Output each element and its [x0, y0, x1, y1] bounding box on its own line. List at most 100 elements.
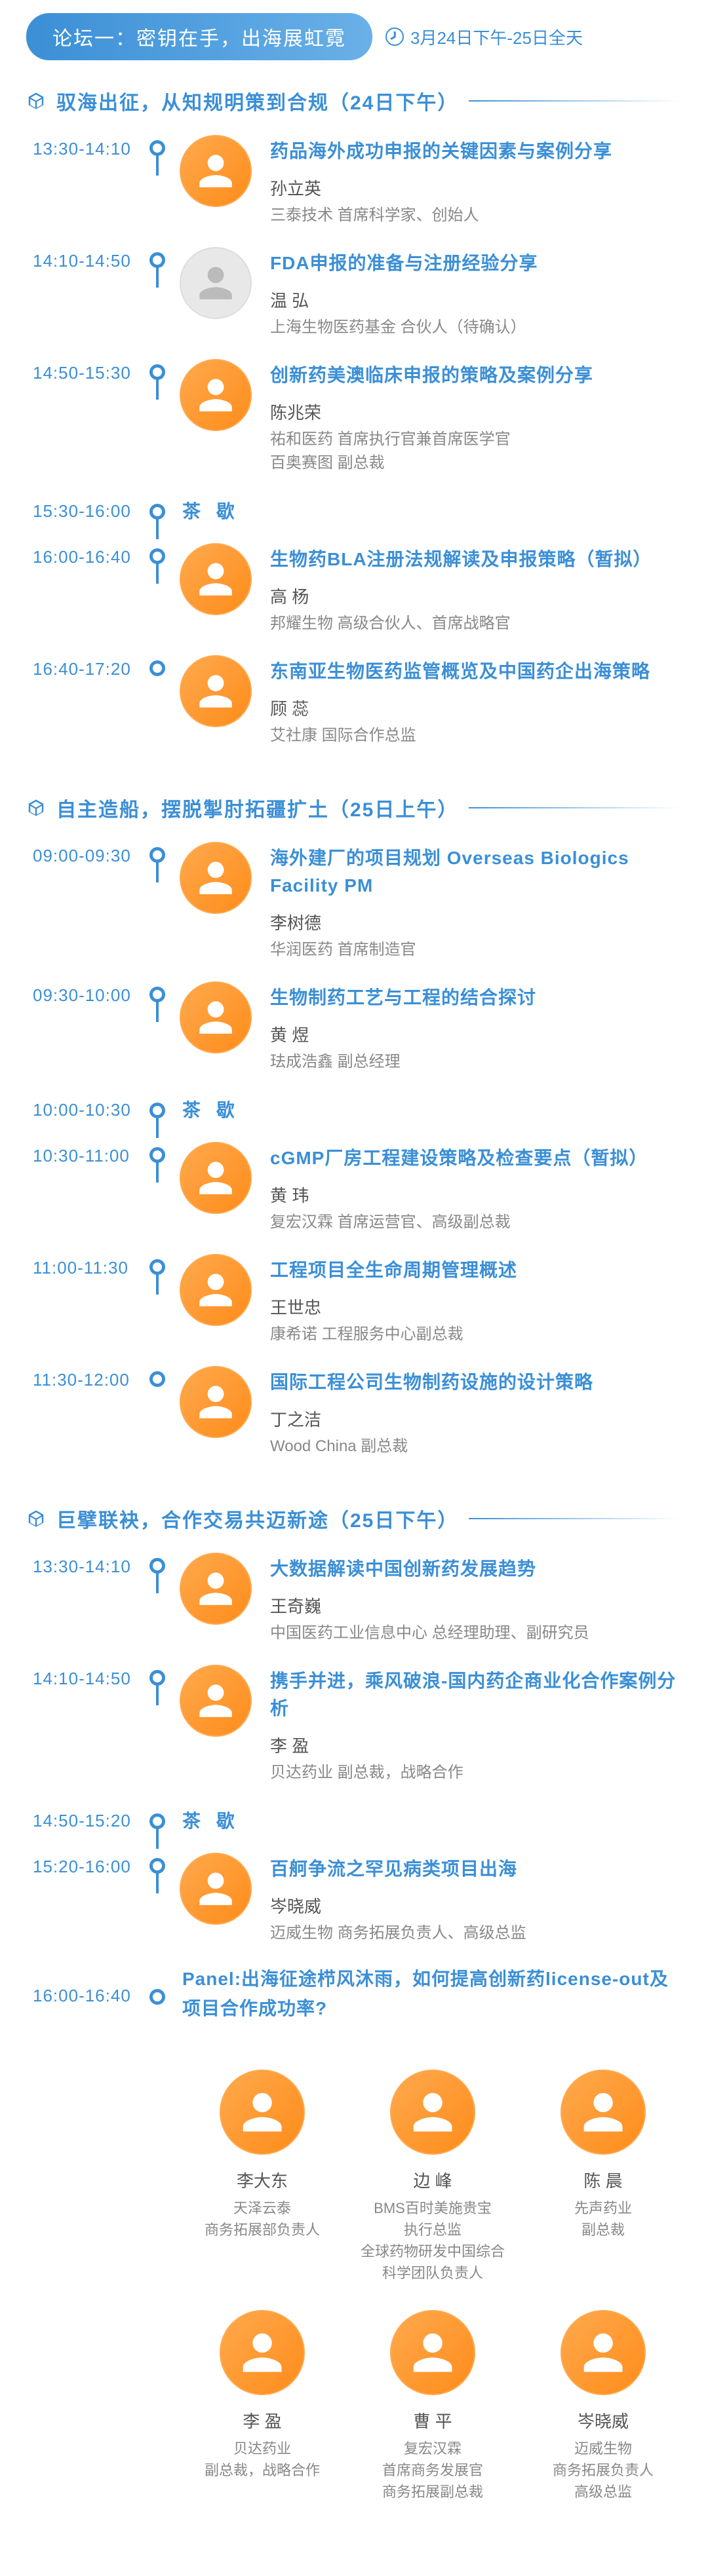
section-header: 自主造船，摆脱掣肘拓疆扩土（25日上午）	[26, 793, 682, 822]
speaker-name: 丁之洁	[270, 1407, 682, 1431]
avatar	[220, 2310, 305, 2395]
speaker-org: 华润医药 首席制造官	[270, 938, 682, 962]
speaker-name: 陈兆荣	[270, 400, 682, 424]
avatar	[180, 135, 252, 207]
panelist-name: 边 峰	[354, 2168, 511, 2192]
speaker-org: 三泰技术 首席科学家、创始人	[270, 204, 682, 227]
time-label: 10:00-10:30	[33, 1096, 144, 1120]
content: FDA申报的准备与注册经验分享温 弘上海生物医药基金 合伙人（待确认）	[270, 247, 682, 339]
forum-title: 论坛一：密钥在手，出海展虹霓	[26, 13, 372, 60]
timeline-line	[156, 153, 159, 176]
agenda-row: 14:10-14:50携手并进，乘风破浪-国内药企商业化合作案例分析李 盈贝达药…	[33, 1665, 682, 1804]
time-label: 14:50-15:20	[33, 1807, 144, 1831]
break-row: 15:30-16:00茶 歇	[33, 495, 682, 543]
timeline	[144, 981, 170, 1002]
speaker-name: 高 杨	[270, 584, 682, 608]
topic-title: 生物制药工艺与工程的结合探讨	[270, 984, 682, 1012]
section-header: 驭海出征，从知规明策到合规（24日下午）	[26, 86, 682, 115]
agenda-row: 16:00-16:40生物药BLA注册法规解读及申报策略（暂拟）高 杨邦耀生物 …	[33, 543, 682, 655]
time-label: 16:40-17:20	[33, 655, 144, 679]
content: 创新药美澳临床申报的策略及案例分享陈兆荣祐和医药 首席执行官兼首席医学官百奥赛图…	[270, 359, 682, 475]
speaker-name: 李 盈	[270, 1733, 682, 1757]
timeline-line	[156, 1000, 159, 1022]
agenda-list: 13:30-14:10药品海外成功申报的关键因素与案例分享孙立英三泰技术 首席科…	[33, 135, 682, 767]
agenda-row: 14:10-14:50 FDA申报的准备与注册经验分享温 弘上海生物医药基金 合伙…	[33, 247, 682, 359]
content: 生物制药工艺与工程的结合探讨黄 煜珐成浩鑫 副总经理	[270, 981, 682, 1074]
panel-title: Panel:出海征途栉风沐雨，如何提高创新药license-out及项目合作成功…	[182, 1965, 682, 2024]
speaker-name: 王奇巍	[270, 1593, 682, 1618]
forum-date: 3月24日下午-25日全天	[385, 25, 583, 49]
agenda-row: 11:30-12:00国际工程公司生物制药设施的设计策略丁之洁Wood Chin…	[33, 1366, 682, 1478]
break-row: 14:50-15:20 茶 歇	[33, 1804, 682, 1853]
avatar	[180, 655, 252, 727]
timeline-dot	[149, 1259, 165, 1275]
timeline-dot	[149, 1558, 165, 1574]
speaker-name: 岑晓威	[270, 1893, 682, 1918]
speaker-name: 温 弘	[270, 288, 682, 312]
agenda-list: 09:00-09:30 海外建厂的项目规划 Overseas Biologics …	[33, 842, 682, 1478]
topic-title: cGMP厂房工程建设策略及检查要点（暂拟）	[270, 1145, 682, 1172]
avatar	[180, 1853, 252, 1925]
content: cGMP厂房工程建设策略及检查要点（暂拟）黄 玮复宏汉霖 首席运营官、高级副总裁	[270, 1142, 682, 1234]
panelist-name: 岑晓威	[524, 2408, 682, 2433]
forum-date-text: 3月24日下午-25日全天	[410, 25, 583, 49]
timeline-line	[156, 517, 159, 539]
content: 工程项目全生命周期管理概述王世忠康希诺 工程服务中心副总裁	[270, 1254, 682, 1346]
speaker-name: 孙立英	[270, 176, 682, 200]
timeline	[144, 135, 170, 156]
panelist-name: 李大东	[184, 2168, 341, 2192]
timeline-line	[156, 1683, 159, 1705]
cube-icon	[26, 91, 46, 111]
panel-row: 16:00-16:40 Panel:出海征途栉风沐雨，如何提高创新药license…	[33, 1965, 682, 2043]
timeline	[144, 1853, 170, 1874]
time-label: 14:10-14:50	[33, 1665, 144, 1689]
time-label: 14:10-14:50	[33, 247, 144, 271]
topic-title: 工程项目全生命周期管理概述	[270, 1257, 682, 1284]
speaker-org: 珐成浩鑫 副总经理	[270, 1050, 682, 1074]
avatar	[390, 2310, 475, 2395]
content: 百舸争流之罕见病类项目出海岑晓威迈威生物 商务拓展负责人、高级总监	[270, 1853, 682, 1945]
time-label: 11:00-11:30	[33, 1254, 144, 1278]
avatar	[180, 1665, 252, 1737]
avatar	[180, 1553, 252, 1625]
timeline	[144, 1366, 170, 1387]
time-label: 09:00-09:30	[33, 842, 144, 866]
agenda-row: 16:40-17:20 东南亚生物医药监管概览及中国药企出海策略顾 蕊艾社康 国际…	[33, 655, 682, 767]
timeline	[144, 842, 170, 863]
timeline-dot	[149, 1858, 165, 1874]
section-header: 巨擘联袂，合作交易共迈新途（25日下午）	[26, 1504, 682, 1533]
panelist-name: 陈 晨	[524, 2168, 682, 2192]
content: 海外建厂的项目规划 Overseas Biologics Facility PM…	[270, 842, 682, 962]
cube-icon	[26, 1509, 46, 1528]
timeline-dot	[149, 1813, 165, 1829]
time-label: 16:00-16:40	[33, 1982, 144, 2006]
content: 东南亚生物医药监管概览及中国药企出海策略顾 蕊艾社康 国际合作总监	[270, 655, 682, 748]
speaker-org: 迈威生物 商务拓展负责人、高级总监	[270, 1922, 682, 1945]
time-label: 14:50-15:30	[33, 359, 144, 383]
timeline-line	[156, 1571, 159, 1593]
speaker-name: 李树德	[270, 910, 682, 934]
timeline-dot	[149, 660, 165, 676]
timeline	[144, 1984, 170, 2005]
topic-title: 携手并进，乘风破浪-国内药企商业化合作案例分析	[270, 1667, 682, 1722]
topic-title: 东南亚生物医药监管概览及中国药企出海策略	[270, 658, 682, 685]
break-label: 茶 歇	[182, 1804, 240, 1833]
speaker-org: 中国医药工业信息中心 总经理助理、副研究员	[270, 1621, 682, 1645]
timeline-line	[156, 561, 159, 584]
timeline	[144, 1254, 170, 1275]
timeline-dot	[149, 1989, 165, 2005]
agenda-row: 14:50-15:30 创新药美澳临床申报的策略及案例分享陈兆荣祐和医药 首席执行…	[33, 359, 682, 495]
panelist-org: BMS百时美施贵宝执行总监全球药物研发中国综合科学团队负责人	[354, 2197, 511, 2284]
timeline	[144, 543, 170, 564]
panelist: 李 盈贝达药业副总裁，战略合作	[184, 2310, 341, 2503]
agenda-row: 09:00-09:30 海外建厂的项目规划 Overseas Biologics …	[33, 842, 682, 981]
timeline-dot	[149, 987, 165, 1002]
avatar	[180, 247, 252, 319]
agenda-row: 15:20-16:00百舸争流之罕见病类项目出海岑晓威迈威生物 商务拓展负责人、…	[33, 1853, 682, 1965]
section-line	[469, 1518, 682, 1519]
section-title: 驭海出征，从知规明策到合规（24日下午）	[56, 86, 458, 115]
timeline-line	[156, 1272, 159, 1295]
content: 国际工程公司生物制药设施的设计策略丁之洁Wood China 副总裁	[270, 1366, 682, 1458]
speaker-org: 艾社康 国际合作总监	[270, 724, 682, 748]
timeline-line	[156, 1871, 159, 1893]
